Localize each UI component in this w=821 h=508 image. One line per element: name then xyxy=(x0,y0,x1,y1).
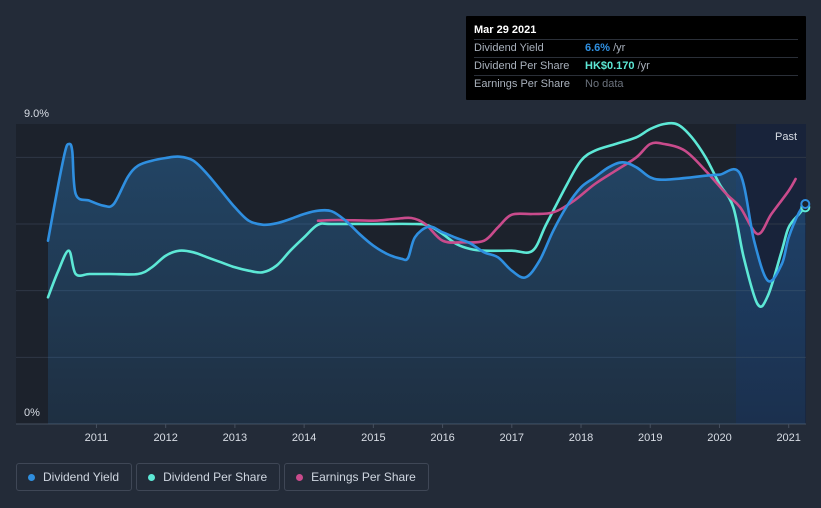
dividend-yield-area xyxy=(48,143,806,424)
legend-item-dividend-yield[interactable]: Dividend Yield xyxy=(16,463,133,491)
legend-label: Dividend Per Share xyxy=(163,470,268,484)
earnings-per-share-line xyxy=(316,141,797,244)
tooltip-label: Dividend Per Share xyxy=(474,60,570,72)
dividend-yield-line xyxy=(46,142,807,283)
past-label: Past xyxy=(775,131,797,143)
x-tick-label: 2019 xyxy=(638,432,662,444)
tooltip-value: No data xyxy=(585,78,624,90)
hover-marker xyxy=(800,199,811,209)
series-lines xyxy=(46,121,807,308)
x-tick-label: 2011 xyxy=(85,432,109,444)
tooltip-row-earnings-per-share: Earnings Per Share No data xyxy=(474,75,798,93)
x-tick-label: 2014 xyxy=(292,432,316,444)
dot-icon xyxy=(148,473,156,481)
legend-item-earnings-per-share[interactable]: Earnings Per Share xyxy=(284,463,429,491)
tooltip-value: HK$0.170 xyxy=(585,60,635,72)
hover-markers xyxy=(800,199,811,213)
x-tick-label: 2020 xyxy=(707,432,731,444)
dot-icon xyxy=(28,473,35,481)
tooltip-label: Dividend Yield xyxy=(474,42,544,54)
x-tick-label: 2021 xyxy=(776,432,800,444)
tooltip-unit: /yr xyxy=(613,42,626,54)
x-axis-ticks: 2011 2012 2013 2014 2015 2016 2017 2018 2019 2020… xyxy=(85,424,801,444)
legend-label: Earnings Per Share xyxy=(311,470,416,484)
x-tick-label: 2013 xyxy=(223,432,247,444)
legend-item-dividend-per-share[interactable]: Dividend Per Share xyxy=(136,463,281,491)
tooltip-unit: /yr xyxy=(637,60,650,72)
dividend-per-share-line xyxy=(46,121,807,308)
tooltip-row-dividend-yield: Dividend Yield 6.6% /yr xyxy=(474,39,798,57)
x-tick-label: 2015 xyxy=(361,432,385,444)
dot-icon xyxy=(296,473,304,481)
x-tick-label: 2017 xyxy=(500,432,524,444)
legend-label: Dividend Yield xyxy=(43,470,120,484)
x-tick-label: 2016 xyxy=(430,432,454,444)
tooltip-value: 6.6% xyxy=(585,42,611,54)
tooltip-row-dividend-per-share: Dividend Per Share HK$0.170 /yr xyxy=(474,57,798,75)
legend: Dividend Yield Dividend Per Share Earnin… xyxy=(16,463,429,491)
tooltip-label: Earnings Per Share xyxy=(474,78,570,90)
y-axis-top-label: 9.0% xyxy=(24,108,49,120)
x-tick-label: 2012 xyxy=(153,432,177,444)
x-tick-label: 2018 xyxy=(569,432,593,444)
tooltip: Mar 29 2021 Dividend Yield 6.6% /yr Divi… xyxy=(466,16,806,100)
y-axis-bottom-label: 0% xyxy=(24,407,40,419)
tooltip-date: Mar 29 2021 xyxy=(474,24,537,36)
